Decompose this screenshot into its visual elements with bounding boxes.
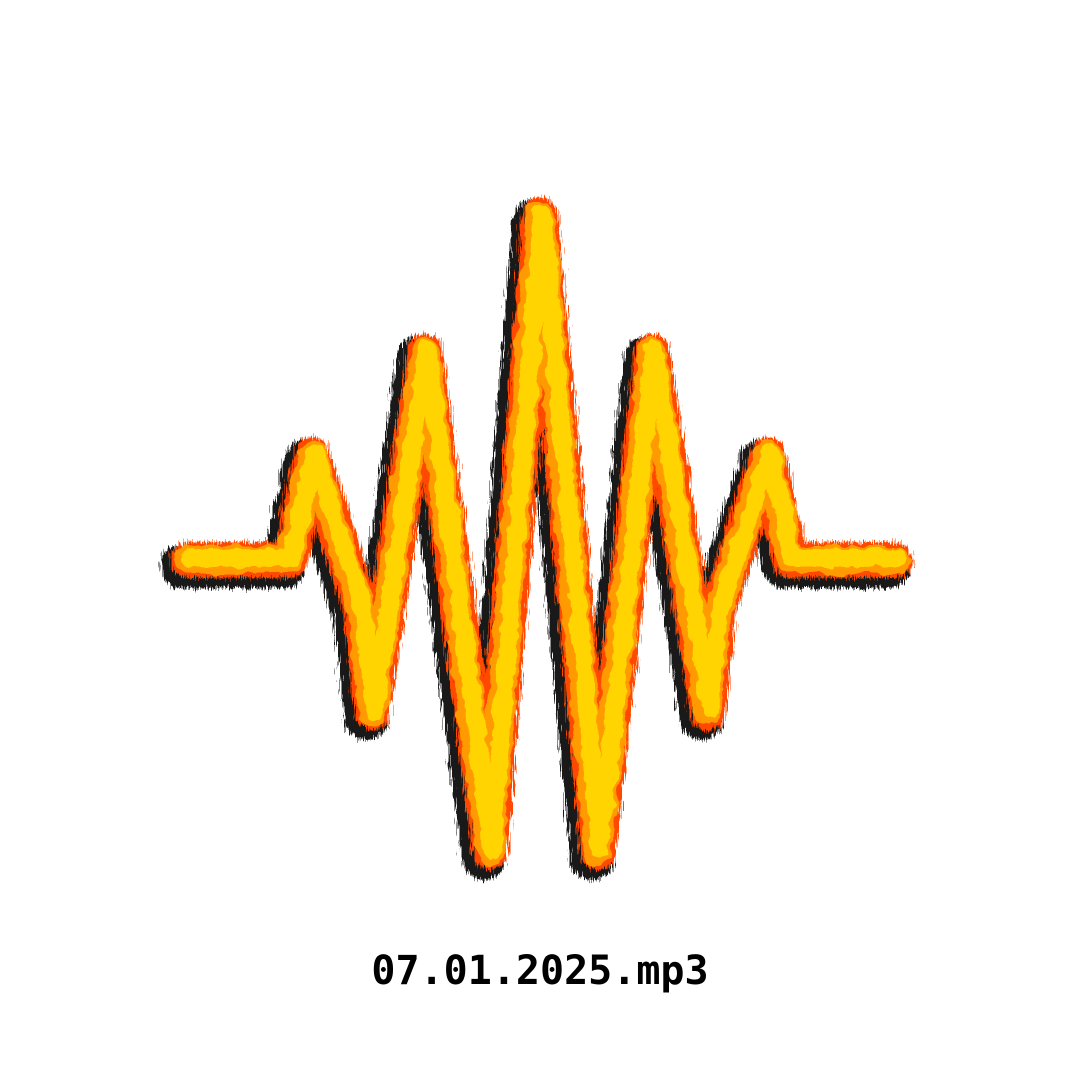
wave-core-stroke [181,204,906,859]
file-name-label: 07.01.2025.mp3 [371,948,709,994]
wave-core [181,204,906,859]
